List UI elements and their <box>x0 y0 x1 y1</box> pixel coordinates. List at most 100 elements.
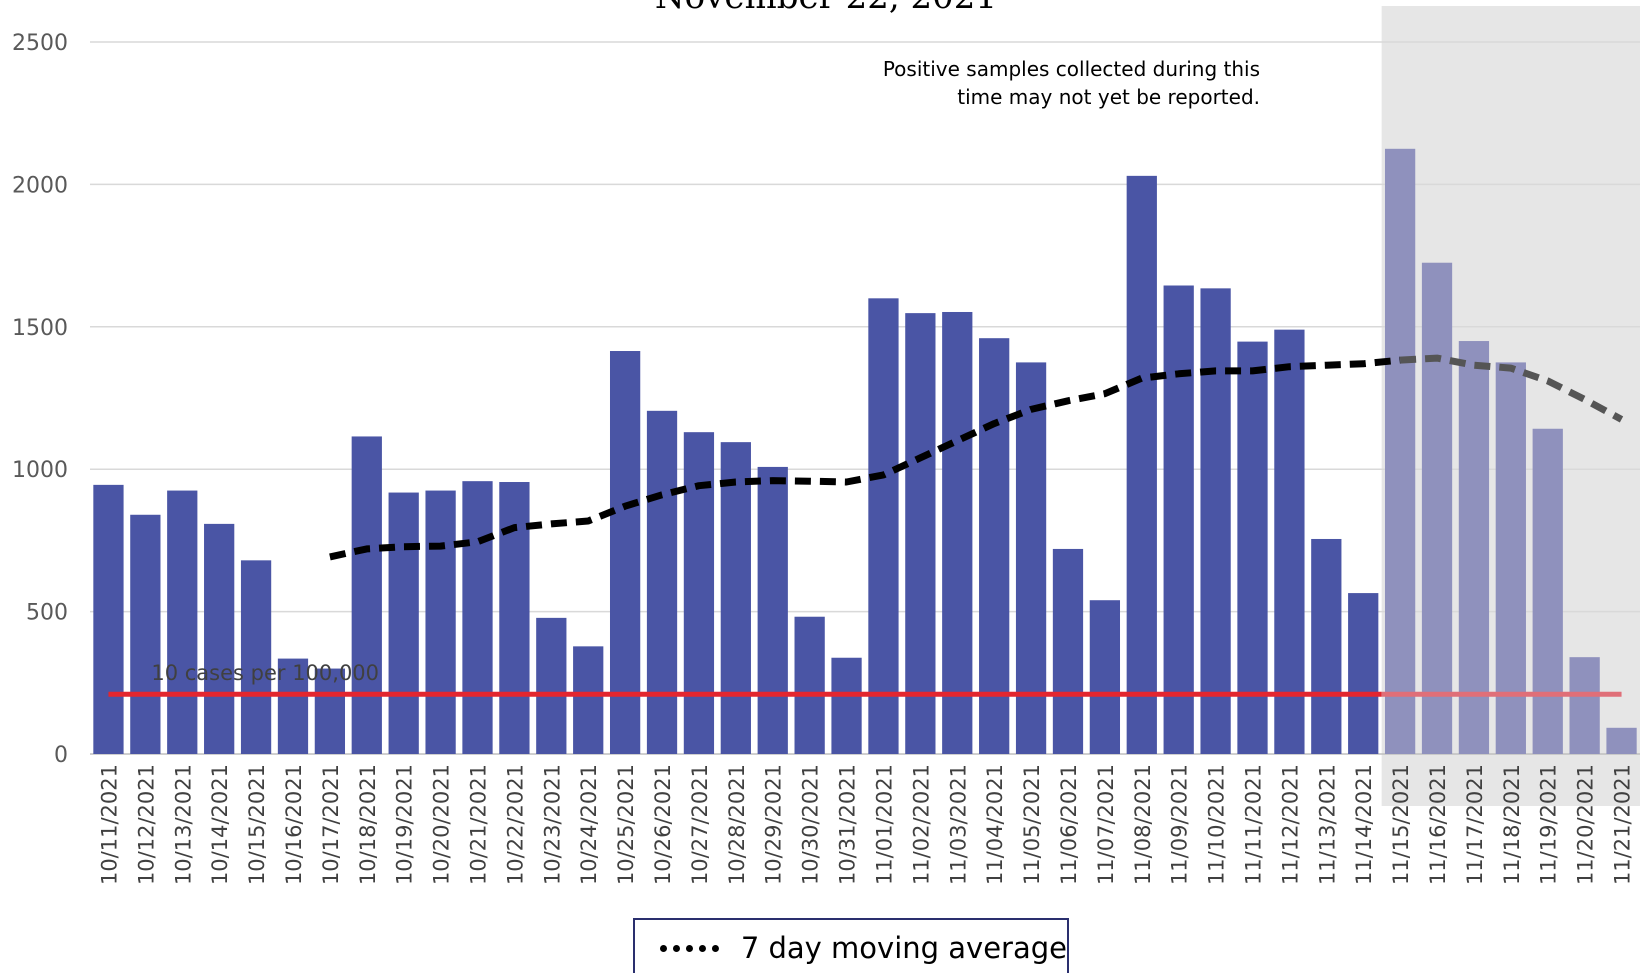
legend-swatch-moving-average <box>660 944 719 952</box>
chart-title: November 22, 2021 <box>655 0 997 17</box>
x-tick-label: 10/25/2021 <box>614 764 638 885</box>
x-tick-label: 11/15/2021 <box>1389 764 1413 885</box>
y-tick-label: 1000 <box>12 458 68 483</box>
x-tick-label: 11/12/2021 <box>1278 764 1302 885</box>
chart-legend: 7 day moving average <box>633 918 1069 973</box>
x-tick-label: 11/05/2021 <box>1020 764 1044 885</box>
bar <box>979 338 1010 754</box>
x-tick-label: 10/17/2021 <box>319 764 343 885</box>
bar <box>905 313 936 754</box>
bar <box>93 484 124 754</box>
x-tick-label: 11/20/2021 <box>1574 764 1598 885</box>
bar <box>1052 548 1084 754</box>
bar <box>1237 341 1268 754</box>
bar <box>794 616 825 754</box>
bar <box>573 646 604 754</box>
x-tick-label: 10/15/2021 <box>245 764 269 885</box>
x-tick-label: 11/06/2021 <box>1057 764 1081 885</box>
x-tick-label: 11/04/2021 <box>983 764 1007 885</box>
x-tick-label: 10/28/2021 <box>725 764 749 885</box>
x-tick-label: 11/03/2021 <box>946 764 970 885</box>
x-tick-label: 10/19/2021 <box>393 764 417 885</box>
x-tick-label: 11/07/2021 <box>1094 764 1118 885</box>
x-tick-label: 11/02/2021 <box>909 764 933 885</box>
x-tick-label: 11/17/2021 <box>1463 764 1487 885</box>
bar <box>1458 341 1490 754</box>
x-tick-label: 10/12/2021 <box>134 764 158 885</box>
y-tick-label: 0 <box>54 743 68 768</box>
x-tick-label: 10/11/2021 <box>97 764 121 885</box>
bar <box>1200 288 1231 754</box>
bar <box>683 432 715 754</box>
bar <box>536 617 567 754</box>
bar <box>868 298 899 754</box>
x-tick-label: 11/08/2021 <box>1131 764 1155 885</box>
x-tick-label: 11/13/2021 <box>1315 764 1339 885</box>
x-tick-label: 10/24/2021 <box>577 764 601 885</box>
x-tick-label: 11/21/2021 <box>1611 764 1635 885</box>
bar <box>1569 657 1600 754</box>
bar <box>1421 262 1453 754</box>
x-tick-label: 11/14/2021 <box>1352 764 1376 885</box>
x-tick-label: 11/10/2021 <box>1205 764 1229 885</box>
x-tick-label: 10/20/2021 <box>430 764 454 885</box>
threshold-label: 10 cases per 100,000 <box>151 661 379 685</box>
x-tick-label: 10/23/2021 <box>540 764 564 885</box>
x-tick-label: 10/16/2021 <box>282 764 306 885</box>
bar <box>609 351 641 754</box>
bar <box>351 436 382 754</box>
y-tick-label: 2000 <box>12 173 68 198</box>
bar <box>277 658 309 754</box>
x-tick-label: 10/26/2021 <box>651 764 675 885</box>
x-tick-label: 10/27/2021 <box>688 764 712 885</box>
bar <box>204 523 235 754</box>
bar <box>942 311 973 754</box>
x-tick-label: 11/11/2021 <box>1242 764 1266 885</box>
incomplete-note-line-1: Positive samples collected during this <box>883 57 1260 81</box>
bar <box>1311 538 1342 754</box>
incomplete-note-line-2: time may not yet be reported. <box>957 85 1260 109</box>
bar <box>1163 285 1194 754</box>
bar <box>831 657 862 754</box>
bar <box>1126 175 1157 754</box>
bar <box>720 442 751 754</box>
x-tick-label: 10/29/2021 <box>762 764 786 885</box>
x-tick-label: 10/30/2021 <box>799 764 823 885</box>
bar <box>1495 362 1526 754</box>
bar <box>1606 727 1637 754</box>
x-tick-label: 11/01/2021 <box>872 764 896 885</box>
x-tick-label: 11/18/2021 <box>1500 764 1524 885</box>
bar <box>499 482 530 754</box>
y-tick-label: 1500 <box>12 316 68 341</box>
bar <box>388 492 419 754</box>
bar <box>646 410 678 754</box>
bar <box>1015 362 1047 754</box>
bar <box>167 490 198 754</box>
x-tick-label: 11/16/2021 <box>1426 764 1450 885</box>
bar <box>130 514 161 754</box>
x-tick-label: 11/09/2021 <box>1168 764 1192 885</box>
bar <box>1384 148 1416 755</box>
bar <box>1274 329 1305 754</box>
bar <box>1348 593 1379 754</box>
bar <box>757 466 788 754</box>
x-tick-label: 11/19/2021 <box>1537 764 1561 885</box>
x-tick-label: 10/14/2021 <box>208 764 232 885</box>
x-tick-label: 10/31/2021 <box>836 764 860 885</box>
bar <box>1532 428 1563 754</box>
moving-average-line-incomplete <box>1399 354 1624 423</box>
x-tick-label: 10/22/2021 <box>503 764 527 885</box>
legend-label-moving-average: 7 day moving average <box>740 931 1067 965</box>
bar <box>240 560 272 754</box>
bar <box>1089 600 1121 754</box>
bar <box>314 668 346 754</box>
x-tick-label: 10/18/2021 <box>356 764 380 885</box>
bar <box>462 481 493 754</box>
x-tick-label: 10/21/2021 <box>467 764 491 885</box>
bar <box>425 490 456 754</box>
y-tick-label: 500 <box>26 601 68 626</box>
y-tick-label: 2500 <box>12 31 68 56</box>
moving-average-line <box>329 356 1401 561</box>
x-tick-label: 10/13/2021 <box>171 764 195 885</box>
